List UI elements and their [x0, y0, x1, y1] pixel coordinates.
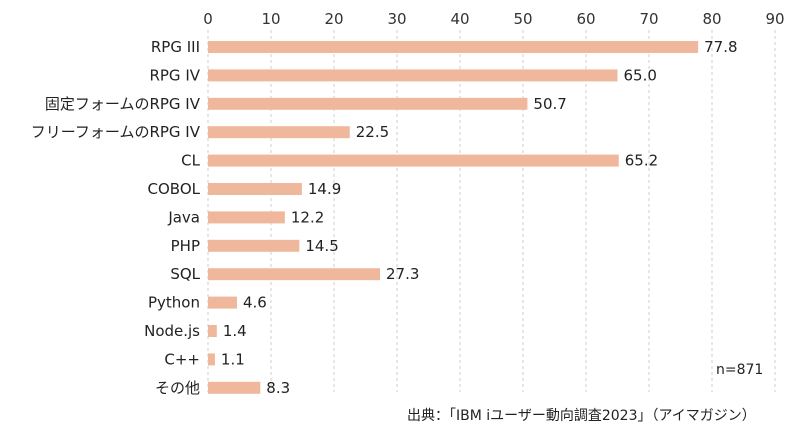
bar [208, 296, 237, 309]
x-tick-label: 0 [203, 10, 213, 28]
source-note: 出典：「IBM iユーザー動向調査2023」（アイマガジン） [407, 408, 756, 424]
x-tick-label: 60 [576, 10, 595, 28]
bar [208, 381, 261, 394]
data-label: 22.5 [356, 123, 389, 141]
x-tick-label: 90 [765, 10, 784, 28]
data-label: 65.0 [624, 66, 657, 84]
data-label: 65.2 [625, 152, 658, 170]
category-label: SQL [170, 265, 200, 283]
bar [208, 211, 285, 224]
x-tick-label: 10 [261, 10, 280, 28]
bar [208, 154, 619, 167]
category-label: COBOL [148, 180, 201, 198]
bar [208, 353, 215, 366]
category-label: RPG IV [149, 66, 200, 84]
bar [208, 69, 618, 82]
x-tick-label: 30 [387, 10, 406, 28]
bar [208, 325, 217, 337]
bar [208, 41, 699, 53]
data-label: 12.2 [291, 208, 324, 226]
category-label: Node.js [144, 322, 200, 340]
data-label: 27.3 [386, 265, 419, 283]
x-tick-label: 50 [513, 10, 532, 28]
category-label: PHP [171, 237, 200, 255]
bar [208, 268, 380, 281]
x-tick-label: 70 [639, 10, 658, 28]
x-tick-label: 40 [450, 10, 469, 28]
category-label: RPG III [151, 38, 200, 56]
bar [208, 183, 302, 195]
data-label: 1.1 [221, 350, 245, 368]
x-tick-label: 80 [702, 10, 721, 28]
bar [208, 97, 528, 110]
category-label: Java [167, 208, 200, 226]
data-label: 8.3 [266, 379, 290, 397]
data-label: 1.4 [223, 322, 247, 340]
data-label: 4.6 [243, 294, 267, 312]
category-label: Python [148, 294, 200, 312]
category-label: その他 [155, 379, 200, 397]
category-label: 固定フォームのRPG IV [45, 95, 201, 113]
x-tick-label: 20 [324, 10, 343, 28]
data-label: 77.8 [704, 38, 737, 56]
category-label: フリーフォームのRPG IV [31, 123, 201, 141]
data-label: 50.7 [533, 95, 566, 113]
data-label: 14.5 [305, 237, 338, 255]
category-label: CL [181, 152, 200, 170]
bar [208, 126, 350, 139]
data-label: 14.9 [308, 180, 341, 198]
sample-size-note: n=871 [716, 362, 764, 378]
bar [208, 239, 300, 252]
category-label: C++ [164, 350, 200, 368]
